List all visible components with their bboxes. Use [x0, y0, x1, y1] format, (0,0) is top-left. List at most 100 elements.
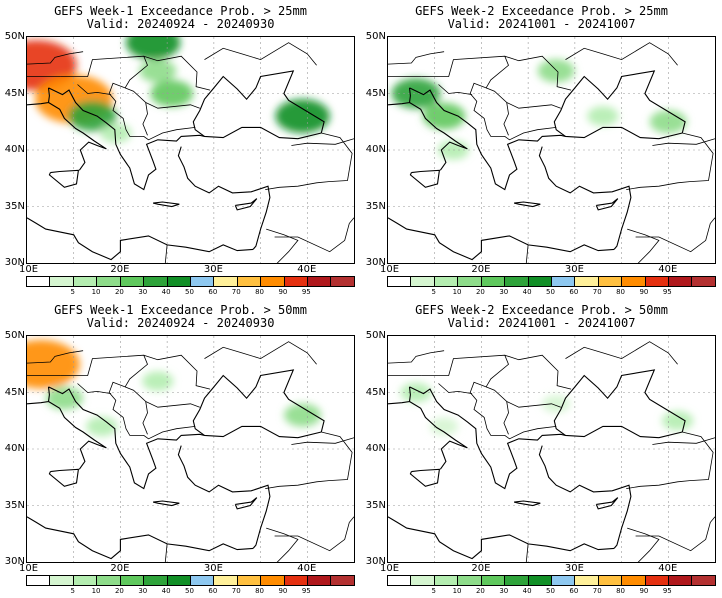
panel-title: GEFS Week-1 Exceedance Prob. > 25mm — [54, 4, 307, 18]
colorbar-swatch — [388, 576, 412, 585]
probability-blob — [649, 110, 687, 134]
coastline — [48, 102, 107, 171]
colorbar-swatch — [190, 277, 215, 286]
lat-tick-label: 30N — [365, 556, 386, 567]
lat-tick-label: 50N — [4, 330, 25, 341]
probability-blob — [275, 99, 330, 134]
lon-tick-label: 40E — [658, 563, 678, 574]
colorbar-label: 40 — [161, 587, 171, 595]
lat-tick-label: 30N — [4, 257, 25, 268]
lat-tick-label: 40N — [365, 443, 386, 454]
coastline — [192, 70, 325, 137]
colorbar-swatch — [308, 277, 332, 286]
colorbar-swatch — [97, 576, 121, 585]
colorbar-swatch — [528, 576, 552, 585]
colorbar-label: 70 — [231, 288, 241, 296]
country-border — [626, 132, 714, 190]
country-border — [525, 543, 529, 562]
coastline — [48, 401, 107, 470]
coastline — [388, 217, 615, 261]
colorbar-label: 5 — [70, 587, 75, 595]
lat-tick-label: 45N — [4, 87, 25, 99]
probability-blob — [142, 371, 174, 391]
map-canvas — [27, 336, 354, 562]
coastline — [27, 516, 254, 560]
colorbar-label: 50 — [546, 288, 555, 296]
map-canvas — [388, 37, 715, 263]
coastline — [409, 401, 468, 470]
colorbar-swatch — [144, 277, 168, 286]
colorbar-swatch — [481, 277, 506, 286]
map-panel-4: GEFS Week-2 Exceedance Prob. > 50mm Valid… — [361, 299, 722, 598]
colorbar-label: 40 — [161, 288, 171, 296]
coastline — [177, 445, 271, 549]
lon-tick-label: 10E — [19, 563, 39, 574]
coastline — [234, 198, 258, 211]
coastline — [234, 497, 258, 510]
colorbar-label: 50 — [185, 587, 194, 595]
colorbar-swatch — [237, 277, 262, 286]
colorbar — [26, 276, 355, 287]
country-border — [204, 42, 317, 66]
colorbar-swatch — [645, 277, 670, 286]
country-border — [485, 87, 509, 136]
coastline — [409, 468, 441, 487]
coastline — [27, 217, 254, 261]
lon-tick-label: 20E — [471, 264, 491, 275]
colorbar-swatch — [120, 277, 145, 286]
lat-tick-label: 40N — [4, 144, 25, 155]
coastline — [409, 87, 683, 191]
panel-title: GEFS Week-1 Exceedance Prob. > 50mm — [54, 303, 307, 317]
colorbar-label: 60 — [569, 587, 579, 595]
lon-tick-label: 40E — [297, 264, 317, 275]
country-border — [291, 437, 354, 445]
colorbar-label: 70 — [592, 288, 602, 296]
lon-tick-label: 20E — [110, 264, 130, 275]
colorbar-swatch — [458, 576, 482, 585]
country-border — [438, 84, 473, 95]
colorbar-label: 50 — [546, 587, 555, 595]
country-border — [635, 516, 715, 552]
colorbar-swatch — [27, 576, 51, 585]
coastline — [48, 169, 80, 188]
map-frame — [387, 335, 716, 563]
coastline — [409, 169, 441, 188]
colorbar-swatch — [284, 277, 309, 286]
colorbar-swatch — [284, 576, 309, 585]
probability-blob — [541, 394, 571, 413]
probability-blob — [661, 410, 694, 431]
panel-title: GEFS Week-2 Exceedance Prob. > 50mm — [415, 303, 668, 317]
country-border — [204, 341, 317, 365]
lon-tick-label: 10E — [19, 264, 39, 275]
lat-tick-label: 35N — [4, 499, 25, 511]
country-border — [565, 341, 678, 365]
lon-tick-label: 20E — [471, 563, 491, 574]
colorbar-label: 90 — [278, 288, 288, 296]
map-panel-1: GEFS Week-1 Exceedance Prob. > 25mm Valid… — [0, 0, 361, 299]
colorbar-swatch — [622, 277, 646, 286]
colorbar-label: 95 — [301, 288, 311, 296]
country-border — [652, 437, 715, 445]
lat-tick-label: 35N — [4, 200, 25, 212]
colorbar-swatch — [308, 576, 332, 585]
lat-tick-label: 35N — [365, 200, 386, 212]
country-border — [388, 350, 445, 364]
country-border — [265, 132, 353, 190]
lon-tick-label: 30E — [203, 563, 223, 574]
colorbar-swatch — [551, 277, 576, 286]
panel-valid-dates: Valid: 20240924 - 20240930 — [86, 17, 275, 31]
map-frame — [387, 36, 716, 264]
country-border — [27, 51, 84, 65]
coastline — [48, 87, 322, 191]
colorbar-swatch — [598, 576, 623, 585]
coastline — [513, 201, 541, 208]
colorbar-label: 40 — [522, 587, 532, 595]
country-border — [504, 354, 572, 390]
lon-tick-label: 40E — [658, 264, 678, 275]
probability-blob — [537, 59, 575, 83]
coastline — [192, 369, 325, 436]
lat-tick-label: 40N — [4, 443, 25, 454]
colorbar-swatch — [481, 576, 506, 585]
panel-title: GEFS Week-2 Exceedance Prob. > 25mm — [415, 4, 668, 18]
colorbar-label: 30 — [499, 288, 509, 296]
